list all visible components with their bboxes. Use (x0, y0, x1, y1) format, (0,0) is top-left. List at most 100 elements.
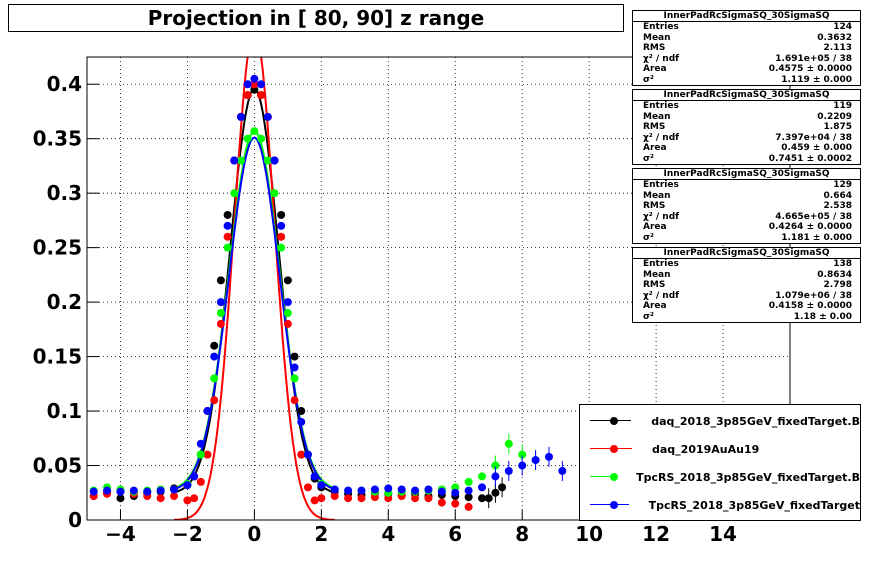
data-point (297, 450, 306, 459)
fit-curve (174, 57, 335, 520)
stats-label: σ² (643, 74, 654, 85)
stats-value: 2.798 (823, 280, 852, 290)
stats-value: 119 (833, 101, 852, 111)
data-point (270, 189, 279, 198)
stats-box-title: InnerPadRcSigmaSQ_30SigmaSQ (633, 90, 860, 101)
stats-label: χ² / ndf (643, 211, 680, 222)
data-point (216, 276, 225, 285)
stats-row: RMS 2.113 (633, 43, 860, 54)
data-point (518, 461, 527, 470)
data-point (230, 156, 239, 165)
data-point (216, 319, 225, 328)
legend-marker (580, 411, 639, 431)
stats-value: 1.181 ± 0.000 (781, 232, 852, 243)
x-tick-label: 14 (709, 522, 737, 546)
stats-row: σ² 1.119 ± 0.000 (633, 75, 860, 86)
data-point (558, 466, 567, 475)
data-point (257, 134, 266, 143)
data-point (424, 494, 433, 503)
chart-title: Projection in [ 80, 90] z range (8, 4, 624, 32)
stats-label: Area (643, 222, 667, 232)
stats-row: Mean 0.8634 (633, 270, 860, 281)
data-point (277, 210, 286, 219)
x-tick-label: 4 (381, 522, 395, 546)
stats-label: Area (643, 64, 667, 74)
data-point (290, 363, 299, 372)
stats-label: χ² / ndf (643, 290, 680, 301)
data-point (257, 80, 266, 89)
data-point (190, 494, 199, 503)
data-point (116, 494, 125, 503)
stats-row: Mean 0.3632 (633, 33, 860, 44)
stats-row: χ² / ndf 1.079e+06 / 38 (633, 291, 860, 302)
stats-value: 4.665e+05 / 38 (775, 211, 852, 222)
data-point (297, 407, 306, 416)
stats-label: Mean (643, 32, 671, 43)
stats-label: Entries (643, 101, 679, 111)
x-tick-label: 12 (642, 522, 670, 546)
data-point (310, 496, 319, 505)
data-point (283, 319, 292, 328)
axes: −4 −2 0 2 4 6 8 10 12 14 0 0.05 0.1 0.15 0.2 0.25 0.3 0.3… (33, 72, 737, 546)
stats-label: Mean (643, 190, 671, 201)
stats-label: Area (643, 301, 667, 311)
data-point (129, 486, 138, 495)
data-point (544, 452, 553, 461)
stats-value: 124 (833, 22, 852, 32)
data-point (531, 456, 540, 465)
stats-row: χ² / ndf 4.665e+05 / 38 (633, 212, 860, 223)
legend-item: daq_2018_3p85GeV_fixedTarget.B (580, 411, 860, 431)
data-point (437, 498, 446, 507)
stats-row: Area 0.4575 ± 0.0000 (633, 64, 860, 75)
stats-value: 2.113 (823, 43, 852, 53)
data-point (290, 352, 299, 361)
data-point (277, 232, 286, 241)
data-point (263, 156, 272, 165)
stats-row: σ² 1.181 ± 0.000 (633, 233, 860, 244)
data-point (236, 156, 245, 165)
data-point (491, 488, 500, 497)
data-point (491, 461, 500, 470)
x-tick-label: 6 (448, 522, 462, 546)
stats-row: Area 0.4264 ± 0.0000 (633, 222, 860, 233)
data-point (230, 189, 239, 198)
stats-value: 129 (833, 180, 852, 190)
x-tick-label: 0 (247, 522, 261, 546)
data-point (263, 112, 272, 121)
data-point (89, 487, 98, 496)
data-point (464, 486, 473, 495)
data-point (283, 276, 292, 285)
x-tick-label: 10 (575, 522, 603, 546)
stats-label: RMS (643, 122, 666, 132)
legend: daq_2018_3p85GeV_fixedTarget.B daq_2019A… (579, 404, 861, 521)
stats-row: Area 0.459 ± 0.000 (633, 143, 860, 154)
legend-marker (580, 467, 624, 487)
data-point (283, 309, 292, 318)
stats-value: 0.2209 (817, 111, 852, 122)
data-point (103, 486, 112, 495)
stats-label: Mean (643, 111, 671, 122)
stats-value: 0.4158 ± 0.0000 (768, 301, 852, 311)
data-point (283, 298, 292, 307)
stats-box: InnerPadRcSigmaSQ_30SigmaSQ Entries 129 Mea… (632, 168, 861, 244)
stats-row: Mean 0.2209 (633, 112, 860, 123)
legend-label: TpcRS_2018_3p85GeV_fixedTarget (648, 498, 860, 512)
data-point (344, 486, 353, 495)
data-point (170, 485, 179, 494)
stats-box: InnerPadRcSigmaSQ_30SigmaSQ Entries 124 Mea… (632, 10, 861, 86)
data-point (303, 450, 312, 459)
stats-label: Entries (643, 180, 679, 190)
data-point (330, 492, 339, 501)
stats-row: Entries 124 (633, 22, 860, 33)
y-tick-label: 0.2 (47, 290, 82, 314)
data-point (411, 486, 420, 495)
data-point (243, 91, 252, 100)
data-point (277, 243, 286, 252)
data-point (257, 91, 266, 100)
data-point (210, 396, 219, 405)
data-point (504, 466, 513, 475)
data-point (478, 472, 487, 481)
data-point (223, 210, 232, 219)
stats-label: RMS (643, 201, 666, 211)
legend-label: daq_2018_3p85GeV_fixedTarget.B (651, 414, 860, 428)
